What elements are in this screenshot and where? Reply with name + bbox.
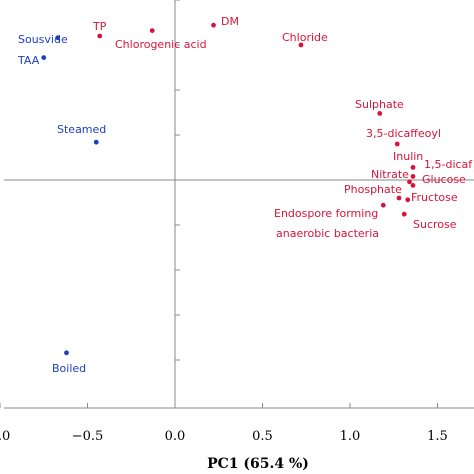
label-tp: TP xyxy=(92,20,107,33)
point-endospore-forming xyxy=(380,202,386,208)
label-endospore-forming: Endospore forming xyxy=(274,207,378,220)
label-nitrate: Nitrate xyxy=(371,168,409,181)
label-fructose: Fructose xyxy=(411,191,458,204)
point-steamed xyxy=(93,139,99,145)
x-axis-title: PC1 (65.4 %) xyxy=(207,456,309,472)
label-steamed: Steamed xyxy=(57,123,106,136)
label-boiled: Boiled xyxy=(52,362,86,375)
x-tick-label: 1.0 xyxy=(0,429,10,444)
label-3-5-dicaffeoyl: 3,5-dicaffeoyl xyxy=(366,127,441,140)
point-sulphate xyxy=(377,111,383,116)
point-sucrose xyxy=(401,211,407,217)
point-sousvide xyxy=(55,35,61,41)
x-tick-label: 1.5 xyxy=(427,429,448,444)
point-nitrate xyxy=(407,179,412,185)
label-phosphate: Phosphate xyxy=(344,183,402,196)
point-chlorogenic-acid xyxy=(149,28,155,33)
point-inulin xyxy=(410,165,416,170)
point-fructose xyxy=(405,197,411,203)
point-dm xyxy=(211,22,216,28)
point-phosphate xyxy=(396,195,402,201)
label-chloride: Chloride xyxy=(282,31,328,44)
label-inulin: Inulin xyxy=(393,150,423,163)
x-tick-label: 0.5 xyxy=(252,429,273,444)
data-points xyxy=(41,22,416,356)
axes xyxy=(0,0,474,409)
x-tick-label: 0.0 xyxy=(165,429,186,444)
label-dm: DM xyxy=(221,15,239,28)
label-anaerobic-bacteria: anaerobic bacteria xyxy=(276,227,379,240)
point-boiled xyxy=(64,350,69,356)
point-glucose xyxy=(410,183,416,188)
point-chloride xyxy=(298,42,304,48)
point-labels: Sousvide TAA Steamed Boiled TP Chlorogenic ac… xyxy=(17,15,473,375)
point-3-5-dicaffeoyl xyxy=(394,141,400,147)
x-tick-label: 1.0 xyxy=(340,429,361,444)
x-tick-labels: 1.0 −0.5 0.0 0.5 1.0 1.5 xyxy=(0,429,448,444)
label-sucrose: Sucrose xyxy=(413,218,457,231)
point-1-5-dicaf xyxy=(410,174,416,179)
point-tp xyxy=(97,33,103,39)
point-taa xyxy=(41,55,47,60)
label-sousvide: Sousvide xyxy=(18,33,68,46)
label-chlorogenic-acid: Chlorogenic acid xyxy=(115,38,207,51)
x-tick-label: −0.5 xyxy=(72,429,104,444)
label-sulphate: Sulphate xyxy=(355,98,404,111)
label-taa: TAA xyxy=(17,54,40,67)
label-glucose: Glucose xyxy=(422,173,466,186)
label-1-5-dicaf: 1,5-dicaf xyxy=(424,158,473,171)
